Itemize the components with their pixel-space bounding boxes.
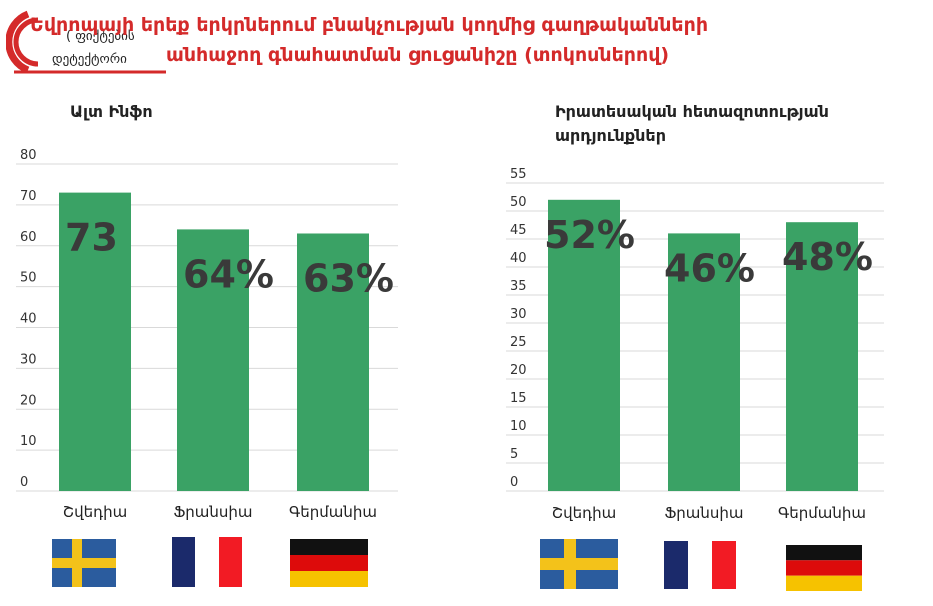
bar — [297, 233, 369, 492]
x-category-label: Ֆրանսիա — [173, 503, 252, 521]
sweden-flag-icon — [540, 539, 618, 589]
y-tick-label: 50 — [510, 195, 527, 210]
y-tick-label: 25 — [510, 335, 527, 350]
y-tick-label: 40 — [20, 312, 37, 327]
x-category-label: Ֆրանսիա — [664, 504, 743, 522]
y-tick-label: 20 — [510, 363, 527, 378]
x-category-label: Գերմանիա — [778, 504, 866, 522]
germany-flag-icon — [786, 545, 862, 591]
page-title-line-2: անհաջող գնահատման ցուցանիշը (տոկոսներով) — [166, 44, 670, 66]
logo-text-top: ( ფიქტების — [66, 29, 135, 44]
y-tick-label: 30 — [20, 352, 37, 367]
y-tick-label: 0 — [20, 475, 28, 490]
right-chart-title-line-1: Իրատեսական հետազոտության — [555, 102, 829, 121]
y-tick-label: 50 — [20, 271, 37, 286]
y-tick-label: 55 — [510, 167, 527, 182]
y-tick-label: 80 — [20, 148, 37, 163]
bar-value-label: 52% — [544, 213, 635, 257]
bar — [786, 222, 858, 491]
logo: ( ფიქტების დეტექტორი — [5, 6, 168, 78]
y-tick-label: 20 — [20, 393, 37, 408]
page-title-line-1: Եվրոպայի երեք երկրներում բնակչության կող… — [30, 14, 709, 36]
bar-value-label: 63% — [303, 256, 394, 300]
germany-flag-icon — [290, 539, 368, 587]
bar-value-label: 46% — [664, 246, 755, 290]
bar — [548, 199, 620, 492]
y-tick-label: 0 — [510, 475, 518, 490]
page-title: Եվրոպայի երեք երկրներում բնակչության կող… — [30, 10, 910, 70]
y-tick-label: 45 — [510, 223, 527, 238]
y-tick-label: 10 — [510, 419, 527, 434]
right-chart-title: Իրատեսական հետազոտության արդյունքներ — [555, 100, 829, 148]
france-flag-icon — [664, 541, 736, 589]
x-category-label: Շվեդիա — [552, 504, 616, 522]
y-tick-label: 30 — [510, 307, 527, 322]
logo-text-bottom: დეტექტორი — [52, 52, 127, 67]
left-chart-title: Ալտ Ինֆո — [70, 102, 153, 121]
bar — [177, 229, 249, 491]
y-tick-label: 60 — [20, 230, 37, 245]
sweden-flag-icon — [52, 539, 116, 587]
y-tick-label: 40 — [510, 251, 527, 266]
right-chart-title-line-2: արդյունքներ — [555, 126, 666, 145]
bar-value-label: 73 — [65, 216, 118, 260]
x-category-label: Գերմանիա — [289, 503, 377, 521]
y-tick-label: 15 — [510, 391, 527, 406]
y-tick-label: 10 — [20, 434, 37, 449]
y-tick-label: 70 — [20, 189, 37, 204]
x-category-label: Շվեդիա — [63, 503, 127, 521]
y-tick-label: 35 — [510, 279, 527, 294]
bar-value-label: 64% — [183, 252, 274, 296]
france-flag-icon — [172, 537, 242, 587]
y-tick-label: 5 — [510, 447, 518, 462]
bar-value-label: 48% — [782, 235, 873, 279]
bar — [668, 233, 740, 491]
logo-mark: ( ფიქტების დეტექტორი — [5, 10, 168, 74]
bar — [59, 192, 131, 492]
